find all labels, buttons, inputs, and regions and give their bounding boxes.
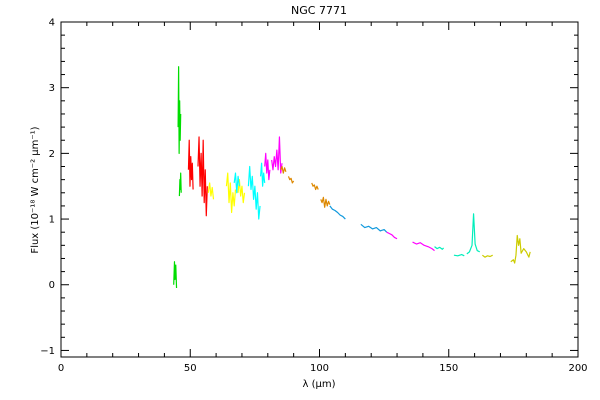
x-tick-label: 200: [568, 363, 587, 374]
y-tick-label: 3: [49, 83, 55, 94]
y-tick-label: 0: [49, 280, 55, 291]
spectrum-segment-23: [466, 213, 481, 255]
spectrum-segment-3: [177, 66, 182, 154]
spectrum-segment-25: [481, 254, 493, 258]
spectrum-segment-7: [225, 172, 237, 214]
spectrum-segment-4: [187, 139, 194, 190]
spectrum-segment-13: [271, 136, 283, 174]
spectrum-segment-9: [233, 172, 240, 194]
x-tick-label: 100: [310, 363, 329, 374]
x-tick-label: 0: [58, 363, 64, 374]
spectrum-segment-16: [311, 182, 319, 191]
y-tick-label: 1: [49, 215, 55, 226]
y-axis: −1 0 1 2 3 4: [40, 18, 578, 357]
y-axis-label: Flux (10⁻¹⁸ W cm⁻² μm⁻¹): [30, 126, 41, 253]
y-tick-label: 4: [49, 18, 55, 29]
spectrum-segment-1: [173, 261, 178, 289]
y-tick-label: −1: [40, 346, 55, 357]
spectrum-segment-6: [207, 182, 215, 200]
spectrum-segment-5: [197, 136, 208, 217]
spectrum-segment-14: [280, 165, 287, 174]
spectrum-segment-12: [264, 152, 271, 181]
x-axis-label: λ (μm): [302, 379, 335, 390]
spectrum-segment-2: [178, 172, 182, 197]
x-tick-label: 50: [184, 363, 197, 374]
spectrum-segment-10: [247, 165, 261, 220]
chart-title: NGC 7771: [291, 4, 347, 17]
x-tick-label: 150: [439, 363, 458, 374]
spectrum-segment-18: [329, 205, 346, 220]
spectrum-segment-26: [510, 234, 531, 264]
spectrum-segment-20: [386, 231, 398, 240]
x-axis: 0 50 100 150 200: [58, 22, 588, 374]
spectrum-segment-22: [434, 246, 445, 250]
spectrum-segment-21: [412, 241, 435, 252]
spectrum-segment-11: [259, 162, 266, 187]
spectrum-segment-15: [287, 176, 295, 184]
y-tick-label: 2: [49, 149, 55, 160]
series-layer: [173, 66, 531, 289]
spectrum-segment-19: [360, 223, 388, 233]
plot-frame: [60, 21, 579, 358]
spectrum-segment-24: [453, 253, 465, 257]
spectrum-segment-17: [320, 196, 331, 208]
